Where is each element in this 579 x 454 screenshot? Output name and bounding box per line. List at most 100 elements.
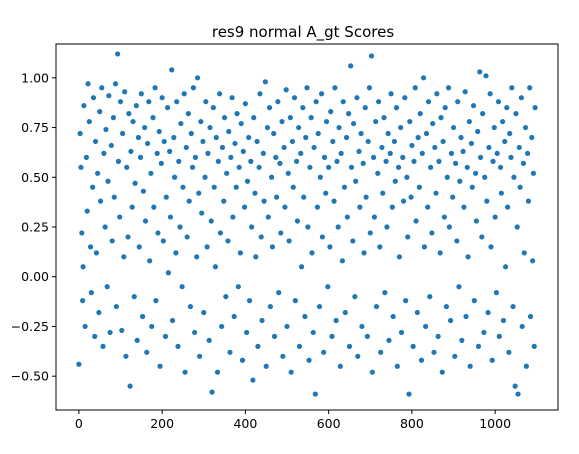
data-point	[77, 130, 83, 137]
data-point	[152, 85, 158, 91]
x-tick-label: 600	[317, 416, 341, 431]
data-point	[494, 150, 500, 156]
data-point	[269, 244, 276, 250]
data-point	[437, 250, 443, 256]
data-point	[318, 91, 325, 97]
data-point	[186, 198, 192, 204]
data-point	[137, 154, 144, 160]
data-point	[432, 144, 438, 151]
data-point	[497, 164, 504, 170]
data-point	[328, 109, 334, 115]
data-point	[477, 154, 484, 160]
data-point	[460, 148, 466, 155]
data-point	[409, 142, 415, 149]
data-point	[248, 158, 254, 164]
data-point	[517, 184, 523, 190]
data-point	[202, 174, 208, 180]
data-point	[277, 160, 283, 166]
data-point	[262, 79, 268, 85]
data-point	[342, 309, 348, 316]
data-point	[271, 130, 277, 137]
data-point	[450, 194, 456, 200]
data-point	[416, 184, 422, 190]
data-point	[373, 118, 379, 125]
data-point	[120, 130, 126, 137]
data-point	[159, 95, 165, 101]
data-point	[350, 238, 356, 244]
data-point	[291, 95, 298, 101]
data-point	[361, 250, 367, 256]
data-point	[172, 174, 178, 180]
data-point	[341, 184, 348, 190]
data-point	[123, 353, 129, 359]
data-point	[420, 75, 427, 81]
data-point	[343, 134, 350, 141]
data-point	[232, 140, 238, 147]
data-point	[271, 333, 278, 339]
data-point	[490, 158, 496, 164]
data-point	[357, 204, 363, 210]
data-point	[323, 190, 329, 196]
data-point	[475, 343, 482, 349]
data-point	[400, 198, 407, 204]
data-point	[285, 170, 291, 176]
data-point	[80, 298, 86, 304]
data-point	[300, 105, 306, 111]
data-point	[376, 99, 382, 105]
data-point	[264, 124, 271, 131]
x-tick-label: 800	[400, 416, 424, 431]
data-point	[153, 298, 159, 304]
data-point	[237, 250, 243, 256]
data-point	[76, 361, 82, 367]
data-point	[519, 323, 525, 330]
data-point	[217, 230, 224, 236]
data-point	[527, 313, 534, 320]
data-point	[368, 53, 375, 59]
data-point	[175, 343, 181, 349]
data-point	[244, 329, 250, 336]
data-point	[364, 333, 370, 339]
data-point	[142, 124, 148, 131]
data-point	[267, 303, 273, 310]
x-tick-label: 200	[150, 416, 174, 431]
data-point	[274, 194, 280, 200]
data-point	[356, 148, 362, 155]
data-point	[530, 258, 536, 264]
data-point	[483, 73, 489, 79]
data-point	[525, 198, 532, 204]
data-point	[221, 198, 227, 204]
data-point	[269, 174, 275, 180]
data-point	[516, 144, 522, 151]
data-point	[406, 391, 412, 397]
data-point	[446, 224, 452, 230]
data-point	[457, 178, 463, 184]
data-point	[353, 178, 359, 184]
data-point	[403, 298, 409, 304]
data-point	[129, 204, 135, 210]
data-point	[126, 111, 132, 117]
data-point	[109, 238, 115, 244]
data-point	[280, 353, 286, 359]
data-point	[204, 244, 210, 250]
data-point	[154, 150, 160, 156]
data-point	[470, 103, 477, 109]
data-point	[127, 383, 133, 389]
data-point	[436, 158, 442, 164]
data-point	[289, 138, 296, 145]
data-point	[275, 99, 281, 105]
data-point	[508, 154, 514, 160]
data-point	[203, 99, 209, 105]
data-point	[309, 250, 315, 256]
data-point	[216, 91, 223, 97]
data-point	[488, 244, 494, 250]
data-point	[456, 284, 462, 290]
data-point	[371, 154, 377, 160]
data-point	[282, 204, 288, 210]
data-point	[431, 349, 437, 355]
data-point	[246, 298, 253, 304]
data-point	[214, 369, 221, 375]
data-point	[493, 290, 499, 296]
data-point	[439, 369, 445, 375]
data-point	[387, 150, 393, 156]
